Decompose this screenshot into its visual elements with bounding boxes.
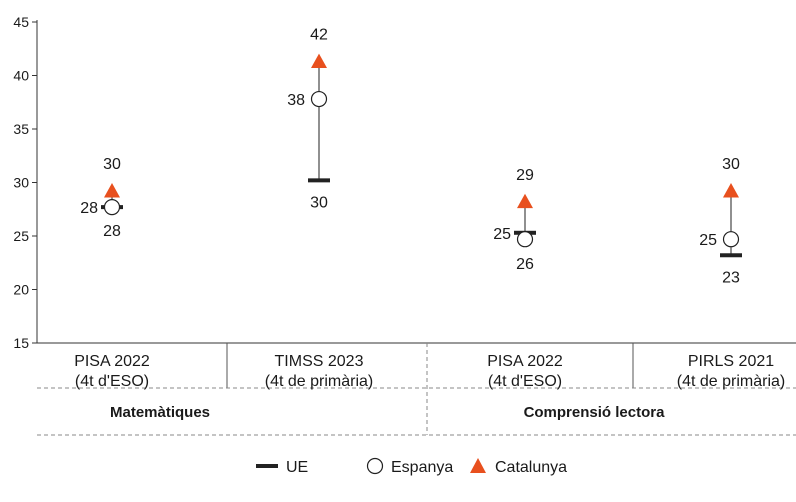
category-label-line2: (4t de primària) [677, 373, 785, 390]
espanya-marker [310, 90, 328, 108]
ue-value-label: 23 [722, 269, 740, 286]
legend-ue-swatch [256, 464, 278, 468]
y-tick-label: 45 [13, 14, 29, 30]
category-labels: PISA 2022 (4t d'ESO) TIMSS 2023 (4t de prim… [74, 353, 785, 421]
category-label-line1: PISA 2022 [74, 353, 150, 370]
ue-value-label: 28 [80, 200, 98, 217]
catalunya-marker [517, 193, 533, 209]
y-tick-label: 40 [13, 68, 29, 84]
ue-value-label: 25 [493, 226, 511, 243]
category-label-line1: PISA 2022 [487, 353, 563, 370]
catalunya-value-label: 30 [103, 156, 121, 173]
y-tick-label: 30 [13, 175, 29, 191]
catalunya-marker [104, 183, 120, 198]
category-label-line2: (4t de primària) [265, 373, 373, 390]
espanya-marker [516, 231, 534, 248]
y-tick-label: 15 [13, 335, 29, 351]
chart-marks: 30 42 29 30 28 28 38 30 25 26 25 23 [80, 27, 742, 286]
catalunya-value-label: 42 [310, 27, 328, 44]
espanya-value-label: 38 [287, 92, 305, 109]
catalunya-value-label: 29 [516, 167, 534, 184]
y-tick-label: 35 [13, 121, 29, 137]
espanya-value-label: 26 [516, 256, 534, 273]
ue-value-label: 30 [310, 194, 328, 211]
espanya-value-label: 28 [103, 223, 121, 240]
legend-ue-label: UE [286, 459, 308, 476]
ue-marker [308, 178, 330, 183]
catalunya-value-label: 30 [722, 156, 740, 173]
catalunya-marker [723, 183, 739, 198]
category-label-line2: (4t d'ESO) [75, 373, 149, 390]
legend-espanya-label: Espanya [391, 459, 453, 476]
legend-espanya-swatch [366, 457, 384, 475]
catalunya-marker [311, 53, 327, 68]
legend: UE Espanya Catalunya [256, 457, 567, 476]
group-label: Matemàtiques [110, 404, 210, 421]
y-tick-label: 20 [13, 282, 29, 298]
category-label-line1: TIMSS 2023 [275, 353, 364, 370]
legend-catalunya-swatch [470, 458, 486, 473]
category-label-line1: PIRLS 2021 [688, 353, 774, 370]
espanya-value-label: 25 [699, 232, 717, 249]
espanya-marker [722, 231, 740, 248]
espanya-marker [103, 199, 121, 216]
ue-marker [720, 253, 742, 258]
y-tick-label: 25 [13, 228, 29, 244]
legend-catalunya-label: Catalunya [495, 459, 567, 476]
group-label: Comprensió lectora [524, 404, 666, 421]
category-label-line2: (4t d'ESO) [488, 373, 562, 390]
axes: 15 20 25 30 35 40 45 [13, 14, 796, 436]
